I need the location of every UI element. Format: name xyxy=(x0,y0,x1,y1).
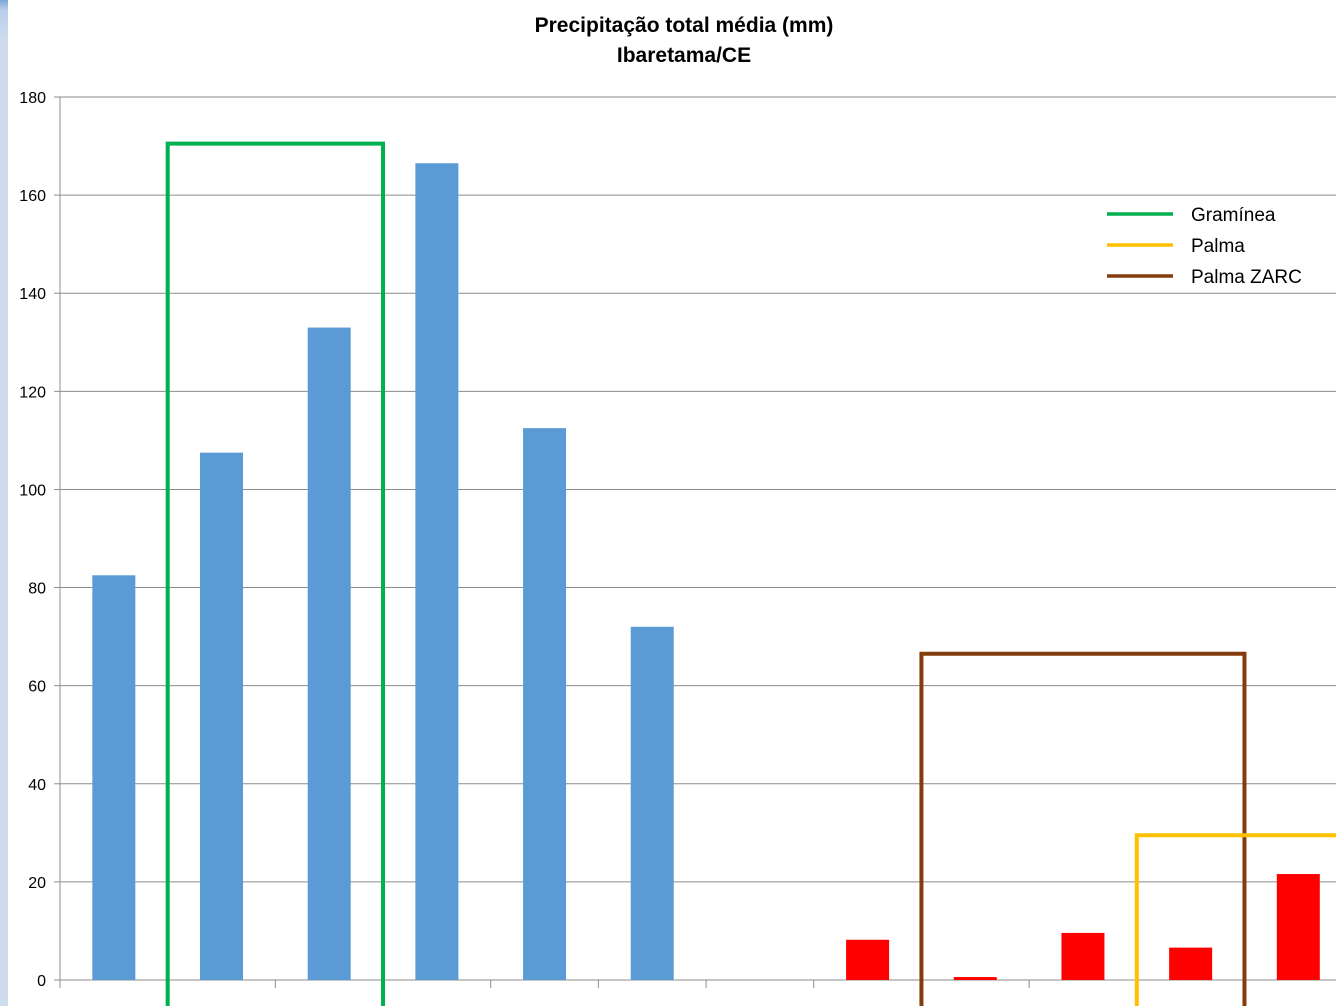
y-tick-label: 80 xyxy=(28,581,46,598)
bar xyxy=(523,428,567,980)
period-annotations xyxy=(165,141,1336,1006)
bar xyxy=(1061,932,1105,980)
bar xyxy=(1169,947,1213,980)
bars xyxy=(92,163,1320,981)
y-tick-label: 40 xyxy=(28,777,46,794)
y-tick-label: 100 xyxy=(19,482,46,499)
chart-subtitle: Ibaretama/CE xyxy=(617,44,751,67)
period-bracket xyxy=(919,651,1247,1006)
y-tick-label: 20 xyxy=(28,875,46,892)
chart-title: Precipitação total média (mm) xyxy=(535,14,834,37)
bar xyxy=(92,575,136,980)
y-tick-label: 180 xyxy=(19,90,46,107)
bar xyxy=(200,452,244,980)
bar xyxy=(953,977,997,980)
gridlines xyxy=(59,96,1336,988)
y-tick-label: 0 xyxy=(37,973,46,990)
period-bracket xyxy=(165,141,386,1006)
bar xyxy=(415,163,459,981)
legend-label: Gramínea xyxy=(1191,205,1276,226)
y-tick-label: 160 xyxy=(19,188,46,205)
y-tick-label: 60 xyxy=(28,679,46,696)
legend-label: Palma ZARC xyxy=(1191,267,1302,288)
y-tick-label: 140 xyxy=(19,286,46,303)
y-tick-label: 120 xyxy=(19,384,46,401)
legend-label: Palma xyxy=(1191,236,1245,257)
bar xyxy=(1276,874,1320,980)
bar xyxy=(307,327,351,980)
bar xyxy=(630,626,674,980)
legend: Gramínea Palma Palma ZARC xyxy=(1107,205,1302,288)
bar xyxy=(846,939,890,980)
period-bracket xyxy=(1134,833,1336,1006)
